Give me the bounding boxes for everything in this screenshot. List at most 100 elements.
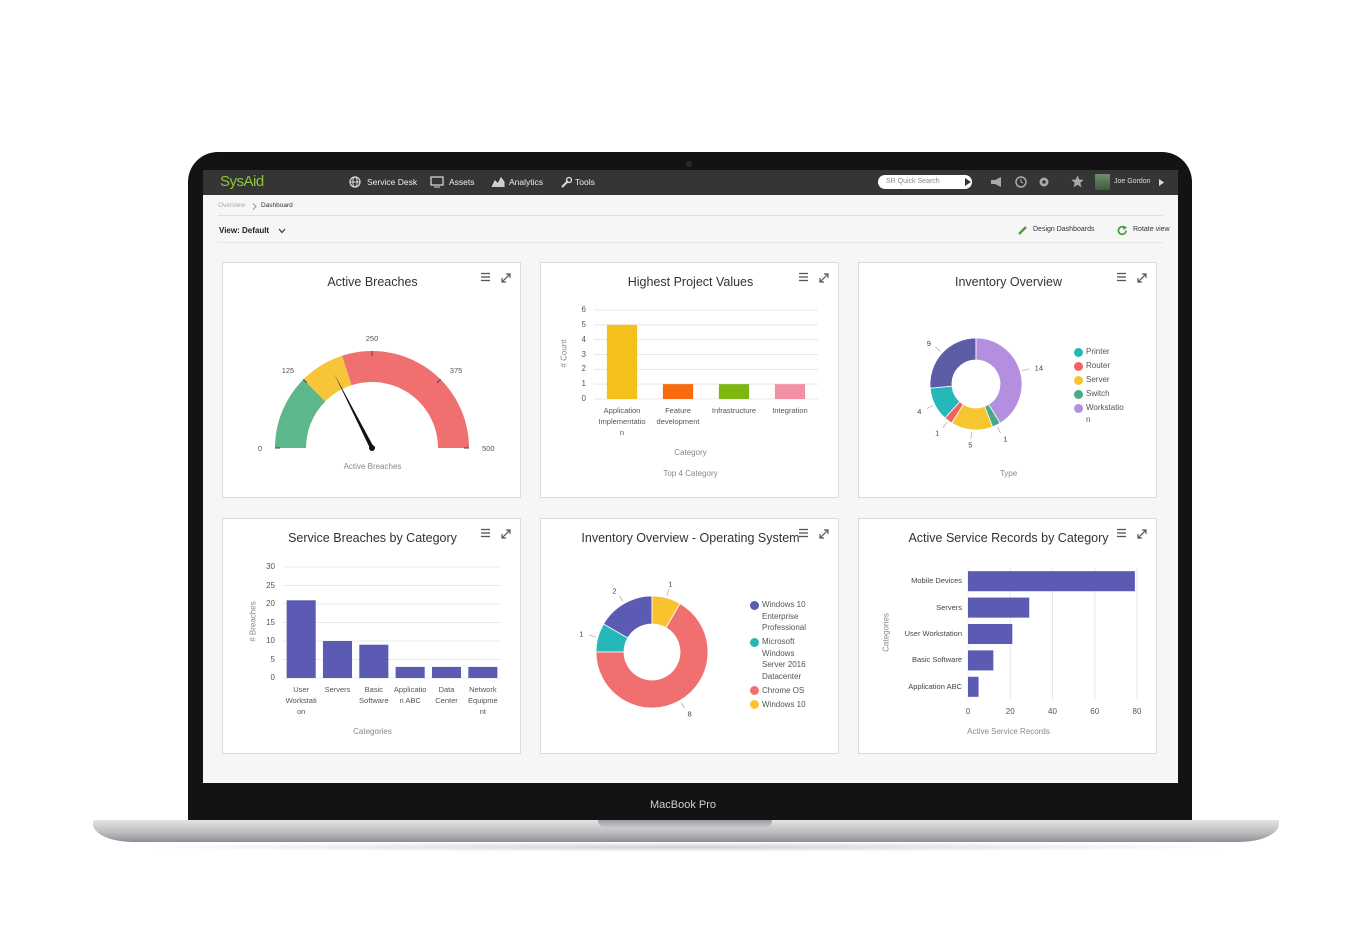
legend-item[interactable]: Microsoft Windows Server 2016 Datacenter — [750, 636, 814, 682]
label-connector — [997, 426, 1001, 434]
clock-icon[interactable] — [1015, 176, 1027, 188]
pencil-icon[interactable] — [1017, 225, 1028, 236]
data-label: 1 — [1003, 435, 1007, 444]
donut-slice — [975, 337, 1023, 424]
panel-menu[interactable] — [797, 271, 833, 285]
legend-label: Windows 10 Enterprise Professional — [762, 600, 807, 632]
logo[interactable]: SysAid — [220, 173, 264, 190]
legend-item[interactable]: Server — [1074, 374, 1128, 386]
label-connector — [942, 422, 948, 429]
legend-swatch — [750, 637, 759, 647]
donut-slice — [929, 337, 977, 389]
nav-icon — [561, 176, 572, 188]
panel-menu[interactable] — [1115, 527, 1151, 541]
legend-swatch — [1074, 403, 1083, 413]
avatar[interactable] — [1095, 174, 1110, 190]
data-label: 1 — [668, 579, 672, 588]
legend-item[interactable]: Windows 10 — [750, 699, 814, 711]
laptop-base — [93, 820, 1279, 842]
search-box[interactable] — [878, 175, 972, 189]
nav-item[interactable]: Tools — [575, 177, 595, 187]
x-axis-title: Active Breaches — [343, 462, 402, 471]
bar — [286, 600, 316, 678]
nav-icon — [491, 177, 505, 188]
chart-title: Inventory Overview — [955, 275, 1062, 289]
y-tick-label: User Workstation — [904, 629, 962, 638]
expand-icon — [501, 529, 511, 539]
gauge-tick-label: 375 — [450, 366, 463, 375]
panel-menu[interactable] — [1115, 271, 1151, 285]
gauge-band — [342, 351, 469, 448]
settings-icon[interactable] — [1038, 176, 1050, 188]
bar — [968, 650, 994, 671]
legend: Windows 10 Enterprise Professional Micros… — [750, 599, 814, 713]
user-name[interactable]: Joe Gordon — [1114, 178, 1151, 185]
legend-swatch — [1074, 375, 1083, 385]
announce-icon[interactable] — [990, 176, 1004, 188]
chart-subtitle: Top 4 Category — [663, 469, 718, 478]
legend-label: Printer — [1086, 347, 1110, 356]
y-tick-label: 25 — [266, 580, 275, 590]
bar — [395, 666, 425, 678]
expand-icon — [1137, 273, 1147, 283]
y-axis-title: # Breaches — [248, 600, 258, 642]
user-arrow[interactable] — [1159, 179, 1164, 186]
gauge-tick — [303, 379, 308, 384]
chart-canvas — [283, 566, 501, 679]
x-tick-label: Infrastructure — [711, 406, 757, 415]
expand-icon — [819, 273, 829, 283]
search-arrow[interactable] — [965, 178, 971, 186]
expand-icon — [819, 529, 829, 539]
legend-item[interactable]: Workstation — [1074, 402, 1128, 425]
y-tick-label: 10 — [266, 636, 275, 645]
view-dropdown-arrow[interactable] — [278, 228, 286, 234]
legend-item[interactable]: Chrome OS — [750, 685, 814, 697]
y-tick-label: 5 — [270, 654, 275, 664]
x-axis-title: Active Service Records — [967, 727, 1050, 736]
x-tick-label: Application ABC — [393, 685, 427, 705]
data-label: 9 — [927, 339, 931, 348]
x-tick-label: Servers — [324, 685, 351, 694]
screen: SysAid Service Desk Assets Analytics Too… — [203, 170, 1178, 783]
y-tick-label: 1 — [581, 379, 586, 389]
gauge-needle — [334, 373, 374, 449]
label-connector — [666, 589, 670, 597]
legend-item[interactable]: Router — [1074, 360, 1128, 372]
y-tick-label: Application ABC — [908, 681, 962, 691]
action-link[interactable]: Design Dashboards — [1033, 226, 1095, 233]
gauge-pivot — [369, 445, 375, 451]
action-link[interactable]: Rotate view — [1133, 226, 1170, 233]
top-nav: SysAid Service Desk Assets Analytics Too… — [203, 170, 1178, 195]
chart-canvas: 9 4 1 5 1 14 — [917, 337, 1043, 450]
rotate-icon[interactable] — [1117, 225, 1128, 236]
x-tick-label: User Workstation — [285, 685, 317, 716]
legend-item[interactable]: Windows 10 Enterprise Professional — [750, 599, 814, 634]
bar — [718, 384, 750, 399]
bar — [968, 623, 1013, 645]
panel-menu[interactable] — [479, 271, 515, 285]
y-tick-label: Mobile Devices — [911, 576, 962, 586]
x-tick-label: Basic Software — [359, 685, 389, 705]
x-axis-title: Categories — [353, 727, 392, 736]
nav-icon — [349, 176, 361, 188]
bar — [968, 597, 1030, 618]
nav-icon — [430, 176, 444, 188]
breadcrumb-link[interactable]: Overview — [218, 202, 246, 209]
chart-title: Highest Project Values — [627, 275, 754, 289]
bar — [774, 384, 806, 399]
label-connector — [926, 405, 934, 409]
nav-item[interactable]: Analytics — [509, 177, 544, 187]
view-selector[interactable]: View: Default — [219, 226, 270, 235]
panel-menu[interactable] — [479, 527, 515, 541]
nav-item[interactable]: Assets — [449, 177, 475, 187]
bar — [359, 644, 389, 678]
device-label: MacBook Pro — [649, 799, 717, 811]
y-tick-label: 20 — [266, 599, 275, 608]
laptop-shadow — [120, 842, 1252, 852]
legend-item[interactable]: Switch — [1074, 388, 1128, 400]
nav-item[interactable]: Service Desk — [367, 177, 418, 187]
legend-item[interactable]: Printer — [1074, 346, 1128, 358]
favorites-icon[interactable] — [1071, 175, 1084, 188]
divider — [218, 215, 1163, 216]
panel-menu[interactable] — [797, 527, 833, 541]
